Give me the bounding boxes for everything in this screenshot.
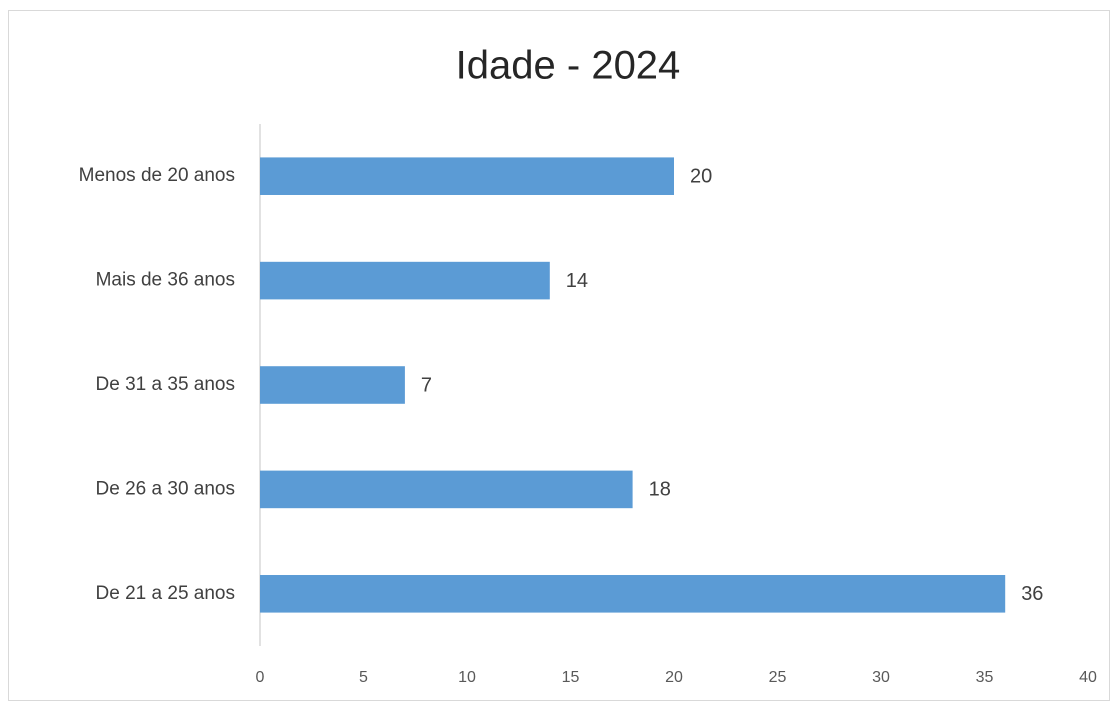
y-tick-label: De 26 a 30 anos xyxy=(96,478,235,499)
data-label: 18 xyxy=(649,479,671,501)
x-tick-label: 40 xyxy=(1079,669,1097,686)
x-tick-label: 35 xyxy=(976,669,994,686)
y-tick-label: De 21 a 25 anos xyxy=(96,583,235,604)
data-label: 14 xyxy=(566,270,588,292)
bar xyxy=(260,261,550,300)
bar xyxy=(260,470,633,509)
x-tick-label: 20 xyxy=(665,669,683,686)
bar xyxy=(260,575,1006,613)
y-tick-label: De 31 a 35 anos xyxy=(96,374,235,395)
bar xyxy=(260,157,674,195)
data-label: 36 xyxy=(1021,583,1043,605)
data-label: 20 xyxy=(690,165,712,187)
y-tick-label: Mais de 36 anos xyxy=(96,270,235,291)
data-label: 7 xyxy=(421,374,432,396)
y-tick-label: Menos de 20 anos xyxy=(79,165,235,186)
x-tick-label: 25 xyxy=(769,669,787,686)
x-tick-label: 30 xyxy=(872,669,890,686)
chart-title: Idade - 2024 xyxy=(456,44,681,88)
x-tick-label: 10 xyxy=(458,669,476,686)
bar xyxy=(260,366,405,404)
x-tick-label: 15 xyxy=(562,669,580,686)
x-tick-label: 5 xyxy=(359,669,368,686)
x-tick-label: 0 xyxy=(256,669,265,686)
